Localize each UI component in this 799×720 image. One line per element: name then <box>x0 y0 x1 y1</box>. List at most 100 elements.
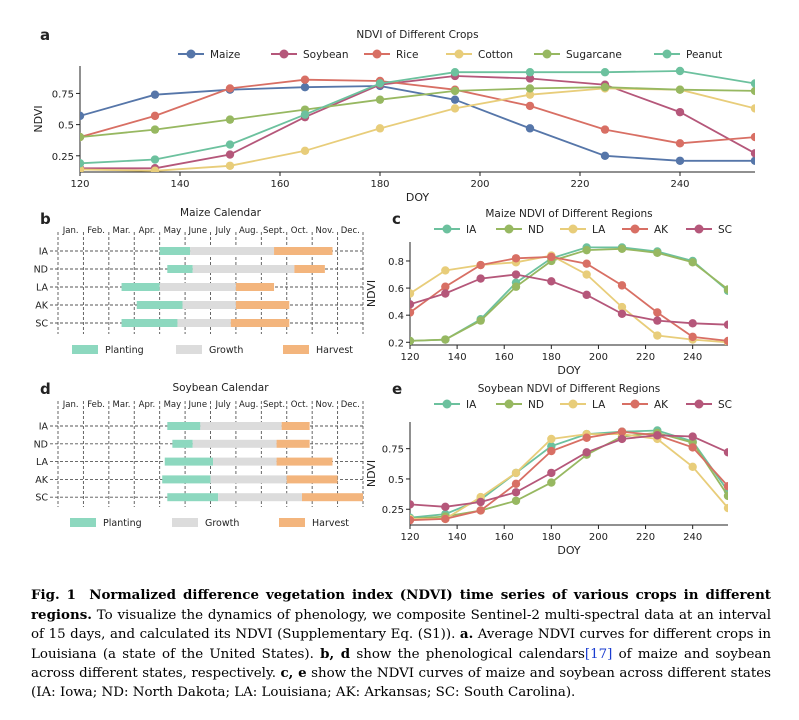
panel-a-series-line-maize <box>80 85 755 162</box>
caption-text-1: To visualize the dynamics of phenology, … <box>31 607 771 643</box>
panel-b-planting-bar <box>167 265 193 273</box>
panel-b-row-label: IA <box>39 247 49 258</box>
panel-d-legend-swatch-harvest <box>279 518 305 527</box>
panel-a-legend-label-maize: Maize <box>210 49 240 61</box>
caption-text-3: show the phenological calendars <box>350 646 585 662</box>
panel-c-point-nd <box>511 282 521 291</box>
panel-b-month-label: Oct. <box>291 226 308 236</box>
panel-c-legend-label-ak: AK <box>654 224 669 236</box>
panel-e-point-ak <box>410 515 415 525</box>
panel-c-series-line-ia <box>410 246 728 342</box>
panel-d-month-label: May <box>164 400 182 410</box>
panel-b-calendar: Maize Calendar Jan. Feb. Mar. Apr. May June Jul… <box>34 207 364 356</box>
panel-e-point-sc <box>441 502 450 512</box>
caption-bold-title: Normalized difference vegetation index (… <box>31 587 771 623</box>
panel-a-point-peanut <box>375 79 385 88</box>
panel-a-point-rice <box>675 139 685 148</box>
panel-a-legend-marker-rice <box>372 49 382 59</box>
panel-e-legend-marker-ia <box>442 399 452 409</box>
panel-a-point-peanut <box>600 68 610 77</box>
panel-a-point-maize <box>675 156 685 165</box>
panel-c-point-nd <box>441 335 450 344</box>
panel-b-month-label: July <box>215 226 231 236</box>
panel-e-x-tick-label: 140 <box>448 532 467 543</box>
panel-a-legend-marker-sugarcane <box>542 49 552 59</box>
panel-c-series-line-sc <box>410 273 728 326</box>
panel-c-point-ak <box>723 336 728 345</box>
panel-c-chart-title: Maize NDVI of Different Regions <box>485 208 652 220</box>
panel-b-row-label: LA <box>36 283 49 294</box>
panel-letter-a: a <box>40 26 50 44</box>
panel-a-point-sugarcane <box>80 132 85 142</box>
panel-c-point-ak <box>476 260 485 270</box>
panel-letter-b: b <box>40 210 51 228</box>
panel-a-point-rice <box>225 84 235 93</box>
panel-a-chart-title: NDVI of Different Crops <box>356 29 478 41</box>
panel-d-growth-bar <box>192 439 277 448</box>
panel-c-y-tick-label: 0.4 <box>388 311 404 322</box>
panel-b-legend-swatch-growth <box>176 345 202 354</box>
panel-c-legend-marker-nd <box>504 224 514 234</box>
panel-d-row-label: IA <box>39 422 49 433</box>
panel-e-point-sc <box>723 448 728 457</box>
panel-letter-d: d <box>40 380 51 398</box>
panel-b-legend-swatch-harvest <box>283 345 309 354</box>
panel-c-point-ak <box>547 252 556 262</box>
panel-b-planting-bar <box>121 319 178 327</box>
panel-e-series-line-ak <box>410 430 728 522</box>
panel-a-point-cotton <box>450 104 460 113</box>
panel-a-legend-label-rice: Rice <box>396 49 418 61</box>
panel-e-legend-label-nd: ND <box>528 399 544 411</box>
panel-a-legend-label-sugarcane: Sugarcane <box>566 49 622 61</box>
panel-d-legend-label-growth: Growth <box>205 518 239 529</box>
panel-d-row-label: SC <box>35 493 48 504</box>
panel-d-month-label: Feb. <box>87 400 105 410</box>
panel-d-month-label: June <box>188 400 208 410</box>
panel-d-month-label: Nov. <box>316 400 335 410</box>
panel-a-series-group <box>80 66 755 172</box>
panel-a-point-maize <box>300 83 310 92</box>
panel-a-y-tick-label: 0.5 <box>58 121 74 132</box>
panel-e-point-ak <box>476 506 485 515</box>
panel-e-point-ak <box>582 433 591 442</box>
panel-c-x-tick-label: 220 <box>636 352 655 363</box>
panel-d-month-label: Aug. <box>239 400 258 410</box>
panel-e-series-group <box>410 426 728 525</box>
panel-a-point-sugarcane <box>150 125 160 134</box>
panel-c-point-sc <box>547 277 556 286</box>
panel-a-point-rice <box>300 75 310 84</box>
panel-e-point-sc <box>617 434 627 444</box>
panel-d-month-label: Jan. <box>62 400 79 410</box>
panel-c-series-line-la <box>410 254 728 344</box>
panel-e-point-sc <box>410 500 415 509</box>
panel-a-point-soybean <box>225 150 235 159</box>
panel-e-series-line-la <box>410 433 728 520</box>
panel-b-month-label: Feb. <box>87 226 105 236</box>
figure-caption: Fig. 1 Normalized difference vegetation … <box>31 586 771 703</box>
panel-d-legend-swatch-growth <box>172 518 198 527</box>
panel-a-point-maize <box>80 111 85 121</box>
panel-a-x-tick-label: 240 <box>670 179 689 190</box>
panel-b-harvest-bar <box>235 301 290 309</box>
panel-b-row-label: AK <box>35 301 48 312</box>
panel-d-harvest-bar <box>302 493 363 502</box>
panel-a-legend-label-cotton: Cotton <box>478 49 513 61</box>
panel-a-point-maize <box>450 95 460 104</box>
panel-d-month-label: Sept. <box>263 400 285 410</box>
panel-e-point-nd <box>547 478 556 487</box>
panel-c-series-line-ak <box>410 255 728 342</box>
panel-e-x-tick-label: 220 <box>636 532 655 543</box>
panel-e-x-tick-label: 240 <box>683 532 702 543</box>
panel-d-legend-label-harvest: Harvest <box>312 518 349 529</box>
panel-e-legend-label-la: LA <box>592 399 606 411</box>
panel-d-planting-bar <box>164 457 214 466</box>
panel-c-point-sc <box>441 289 450 298</box>
panel-b-legend-label-planting: Planting <box>105 345 144 356</box>
panel-a-x-tick-label: 160 <box>270 179 289 190</box>
caption-reference-link[interactable]: [17] <box>584 646 613 662</box>
panel-c-point-la <box>653 331 662 340</box>
panel-e-point-ak <box>617 427 627 436</box>
panel-a-point-peanut <box>675 66 685 76</box>
panel-c-legend-marker-la <box>568 224 578 234</box>
